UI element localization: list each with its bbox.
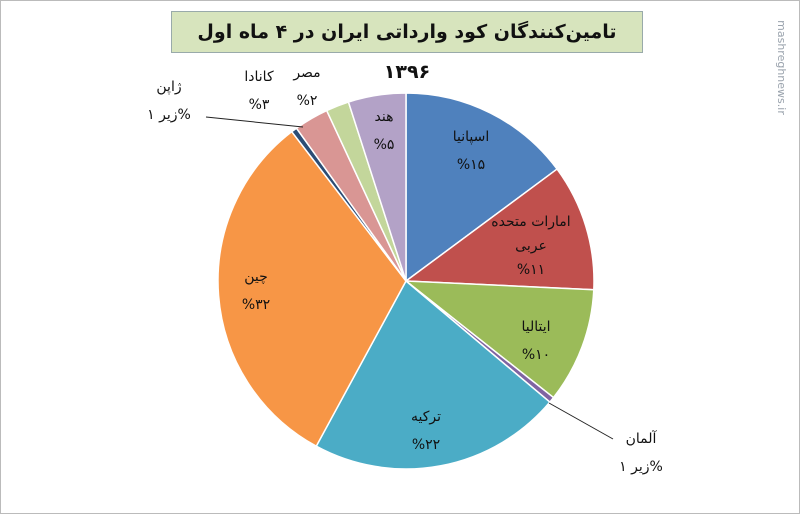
chart-title: تامین‌کنندگان کود وارداتی ایران در ۴ ماه…	[171, 11, 643, 83]
slice-label: چین %۳۲	[242, 263, 270, 319]
value-label: %۱۱	[516, 262, 546, 278]
category-label: آلمان	[625, 431, 657, 447]
category-label: ژاپن	[156, 79, 182, 95]
category-label: اسپانیا	[452, 129, 490, 145]
value-label: %۱۵	[456, 157, 486, 173]
category-label: ایتالیا	[521, 319, 551, 335]
pie-slice	[403, 168, 595, 291]
category-label: هند	[374, 109, 394, 125]
category-label: چین	[244, 269, 268, 285]
pie-slice	[347, 92, 407, 282]
value-label: %۳۲	[241, 297, 271, 313]
pie-slice	[405, 92, 559, 283]
watermark: mashreghnews.ir	[775, 20, 789, 115]
category-label: مصر	[293, 65, 321, 81]
value-label: %۵	[373, 137, 395, 153]
category-label: ترکیه	[410, 409, 442, 425]
pie-slice	[315, 279, 551, 470]
slice-label: هند %۵	[374, 103, 395, 159]
value-label: %۲۲	[411, 437, 441, 453]
value-label: %۲	[296, 93, 318, 109]
value-label: زیر ۱%	[147, 107, 191, 123]
leader-line	[205, 116, 304, 128]
slice-label: ایتالیا %۱۰	[521, 313, 550, 369]
value-label: %۳	[248, 97, 270, 113]
leader-line	[548, 402, 614, 440]
slice-label: اسپانیا %۱۵	[453, 123, 490, 179]
slice-label: ترکیه %۲۲	[411, 403, 441, 459]
slice-label: مصر %۲	[293, 59, 320, 115]
slice-label: آلمان زیر ۱%	[619, 425, 663, 481]
slice-label: کانادا %۳	[244, 63, 273, 119]
pie-slice	[403, 280, 595, 399]
slice-label: ژاپن زیر ۱%	[147, 73, 191, 129]
category-label: کانادا	[244, 69, 274, 85]
value-label: %۱۰	[521, 347, 551, 363]
value-label: زیر ۱%	[619, 459, 663, 475]
category-label: امارات متحده عربی	[491, 214, 571, 254]
slice-label: امارات متحده عربی %۱۱	[486, 210, 576, 282]
pie-slice	[217, 130, 407, 448]
